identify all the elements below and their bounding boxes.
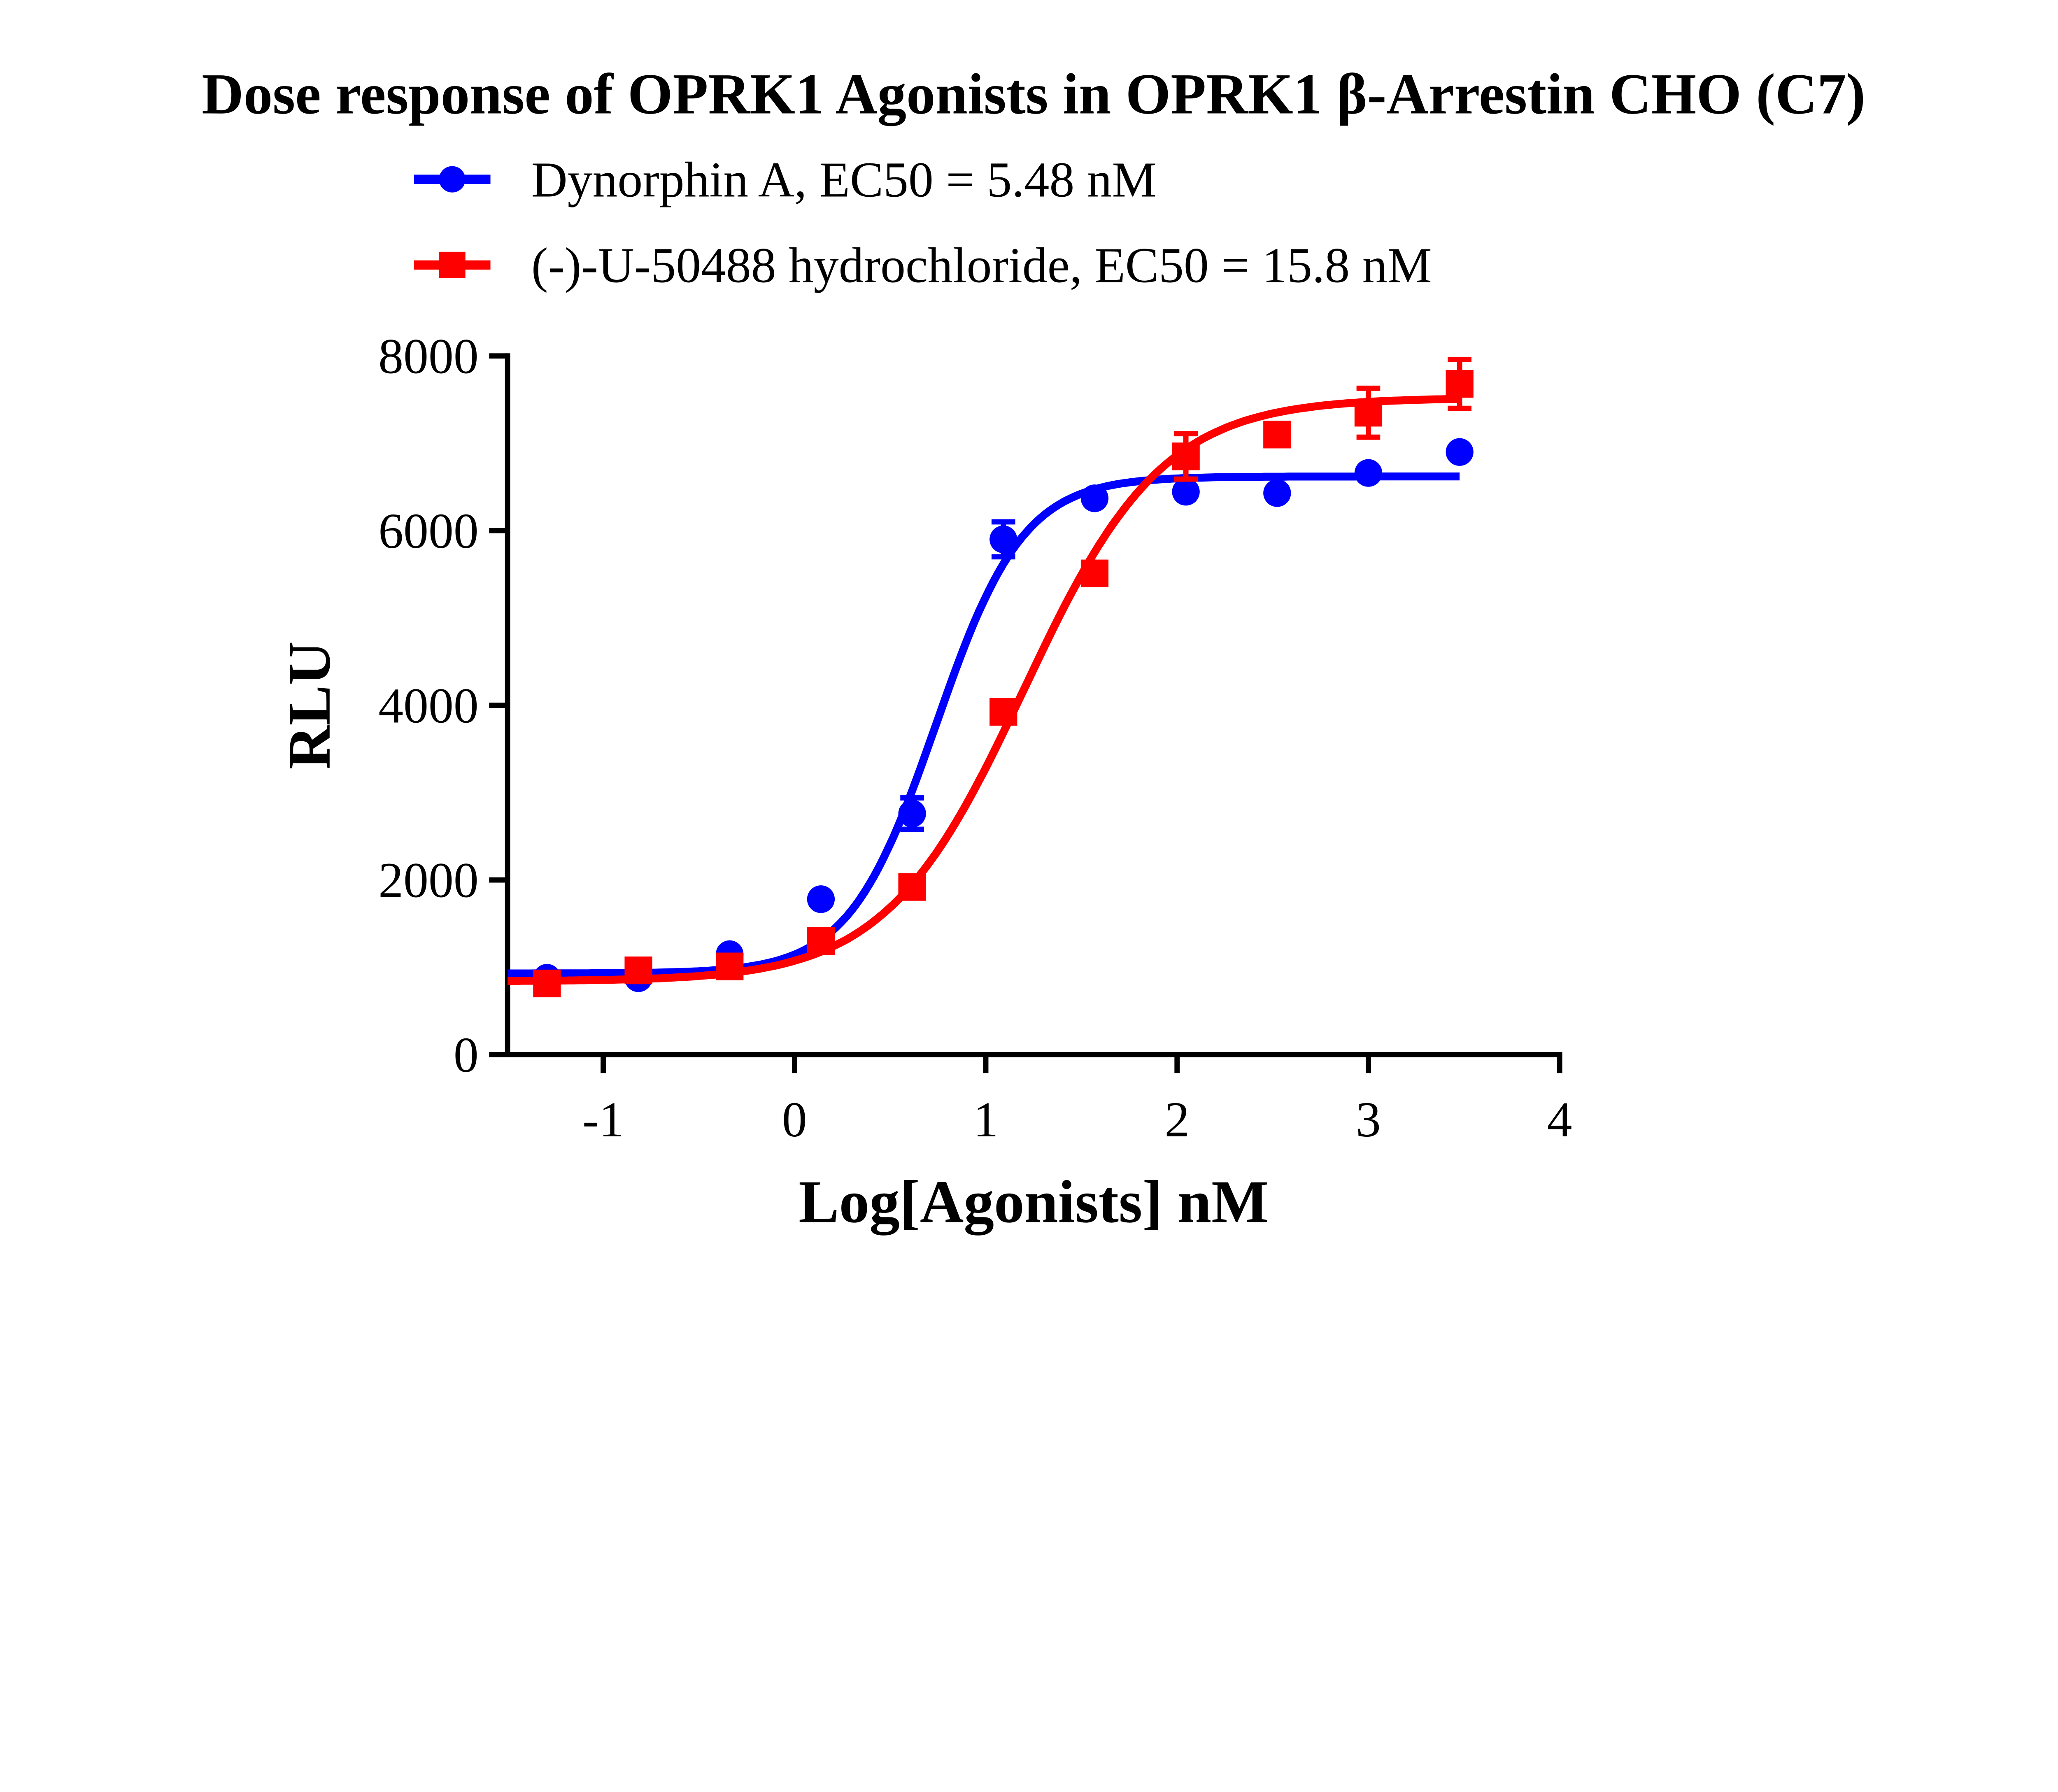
x-tick-label: 0 [782, 1092, 807, 1147]
data-point-circle [1446, 438, 1474, 466]
data-point-circle [807, 885, 835, 913]
data-point-square [624, 957, 652, 984]
axes: 0 2000 4000 6000 8000 -1 0 1 2 3 4 [378, 329, 1572, 1147]
data-point-square [1080, 559, 1109, 587]
x-tick-label: 1 [973, 1092, 999, 1147]
data-point-square [716, 952, 744, 980]
data-point-square [1446, 370, 1474, 398]
data-point-circle [1080, 484, 1109, 512]
fit-curve-1 [508, 395, 1460, 985]
x-tick-label: 2 [1164, 1092, 1190, 1147]
data-point-square [989, 698, 1017, 726]
legend-item-dynorphin: Dynorphin A, EC50 = 5.48 nM [414, 152, 1157, 207]
y-tick-label: 0 [454, 1028, 479, 1083]
data-point-circle [989, 525, 1017, 554]
x-tick-label: 4 [1547, 1092, 1572, 1147]
y-axis-label: RLU [276, 641, 343, 769]
data-point-square [898, 873, 926, 901]
data-point-square [1263, 421, 1291, 449]
y-tick-label: 6000 [378, 504, 478, 559]
legend-marker-u50488 [439, 251, 466, 278]
legend-marker-dynorphin [439, 166, 466, 193]
y-tick-label: 2000 [378, 853, 478, 908]
legend: Dynorphin A, EC50 = 5.48 nM (-)-U-50488 … [414, 152, 1432, 293]
legend-label-dynorphin: Dynorphin A, EC50 = 5.48 nM [531, 152, 1157, 207]
x-tick-label: -1 [582, 1092, 624, 1147]
data-point-circle [1263, 479, 1291, 507]
x-axis-label: Log[Agonists] nM [799, 1168, 1269, 1236]
y-tick-label: 8000 [378, 329, 478, 384]
fit-curve-0 [508, 472, 1460, 977]
legend-label-u50488: (-)-U-50488 hydrochloride, EC50 = 15.8 n… [531, 238, 1432, 293]
data-marks [508, 356, 1474, 998]
data-point-circle [1354, 459, 1383, 487]
data-point-circle [898, 800, 926, 828]
data-point-square [807, 927, 835, 955]
data-point-square [1172, 442, 1200, 470]
data-point-square [1354, 399, 1383, 427]
chart-title: Dose response of OPRK1 Agonists in OPRK1… [202, 62, 1865, 126]
data-point-circle [1172, 478, 1200, 506]
legend-item-u50488: (-)-U-50488 hydrochloride, EC50 = 15.8 n… [414, 238, 1432, 293]
data-point-square [533, 969, 561, 998]
y-tick-label: 4000 [378, 678, 478, 733]
dose-response-chart: Dose response of OPRK1 Agonists in OPRK1… [202, 62, 1865, 1236]
x-tick-label: 3 [1356, 1092, 1381, 1147]
